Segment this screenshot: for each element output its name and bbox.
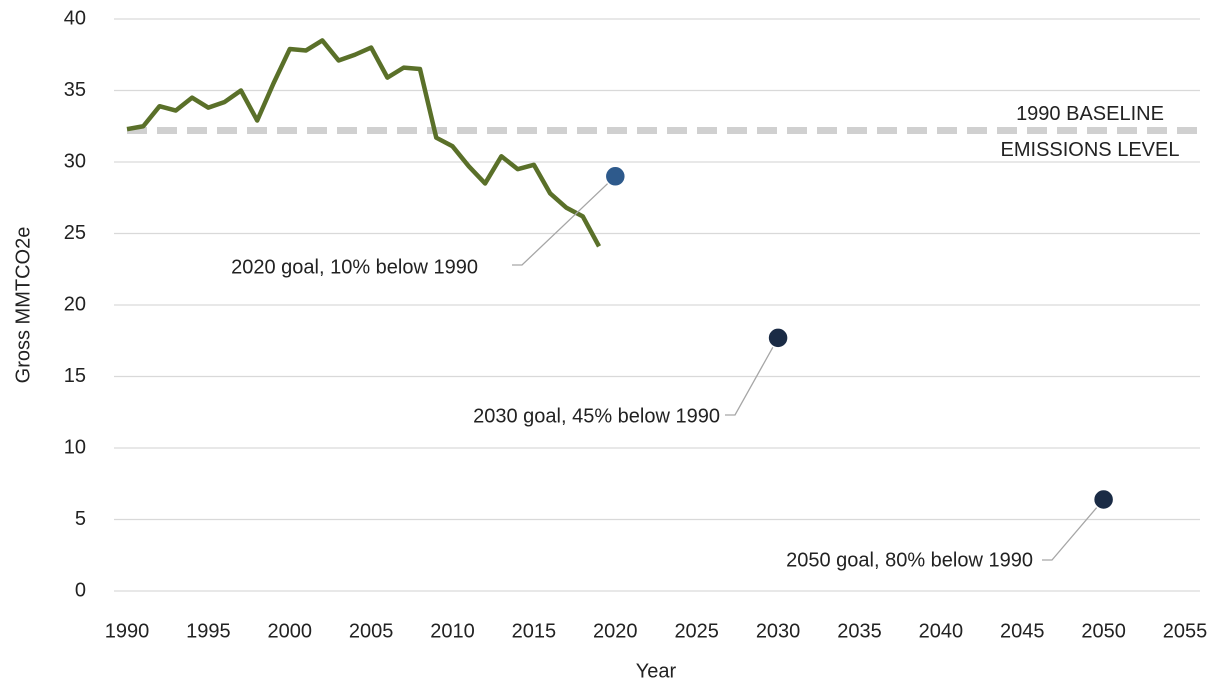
x-tick-label: 2030 — [756, 620, 801, 642]
leader-line — [1042, 499, 1105, 561]
x-tick-label: 2055 — [1163, 620, 1208, 642]
emissions-line — [126, 38, 602, 248]
y-tick-label: 5 — [75, 508, 86, 530]
y-tick-label: 30 — [64, 150, 86, 172]
x-tick-label: 2015 — [512, 620, 557, 642]
y-axis-label: Gross MMTCO2e — [12, 227, 34, 384]
goal-label: 2020 goal, 10% below 1990 — [231, 256, 478, 278]
x-tick-label: 2050 — [1081, 620, 1126, 642]
y-tick-label: 15 — [64, 365, 86, 387]
goal-label: 2050 goal, 80% below 1990 — [786, 549, 1033, 571]
x-axis-label: Year — [636, 660, 677, 682]
x-tick-label: 1995 — [186, 620, 231, 642]
y-tick-label: 25 — [64, 222, 86, 244]
leader-line — [512, 175, 616, 266]
y-tick-label: 35 — [64, 79, 86, 101]
leader-line — [725, 337, 779, 416]
x-tick-label: 2025 — [674, 620, 719, 642]
goal-point — [1092, 488, 1115, 511]
y-tick-label: 20 — [64, 293, 86, 315]
y-tick-label: 10 — [64, 436, 86, 458]
y-tick-label: 40 — [64, 7, 86, 29]
x-tick-label: 2005 — [349, 620, 394, 642]
x-tick-label: 2010 — [430, 620, 475, 642]
x-tick-label: 2040 — [919, 620, 964, 642]
x-tick-label: 2045 — [1000, 620, 1045, 642]
goal-label: 2030 goal, 45% below 1990 — [473, 405, 720, 427]
baseline-label: EMISSIONS LEVEL — [1001, 139, 1180, 161]
x-tick-label: 2035 — [837, 620, 882, 642]
goal-point — [604, 165, 627, 188]
y-tick-label: 0 — [75, 579, 86, 601]
x-tick-label: 1990 — [105, 620, 150, 642]
baseline-label: 1990 BASELINE — [1016, 103, 1164, 125]
x-tick-label: 2000 — [268, 620, 313, 642]
x-tick-label: 2020 — [593, 620, 638, 642]
goal-point — [767, 327, 789, 349]
